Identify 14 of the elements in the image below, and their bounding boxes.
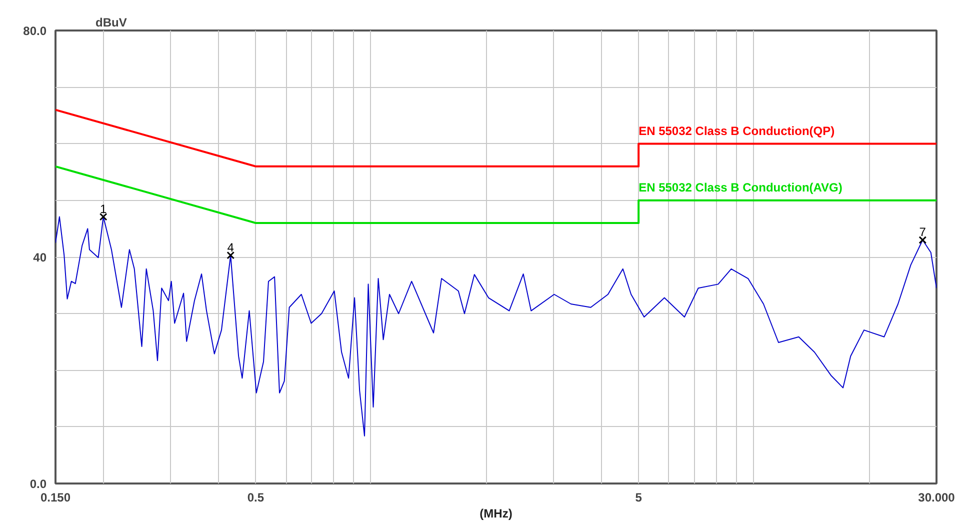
annotation: 1 (100, 202, 107, 216)
series-label: EN 55032 Class B Conduction(AVG) (638, 180, 842, 194)
y-tick-label: 0.0 (30, 477, 47, 491)
series-label: EN 55032 Class B Conduction(QP) (638, 124, 835, 138)
x-tick-label: 0.5 (247, 490, 264, 504)
annotation: 4 (227, 240, 234, 254)
x-axis-title: (MHz) (480, 506, 512, 520)
annotation: 7 (919, 225, 926, 240)
x-tick-label: 5 (635, 490, 642, 504)
y-axis-title: dBuV (96, 16, 127, 30)
x-tick-label: 0.150 (40, 490, 71, 504)
y-tick-label: 40 (33, 250, 47, 264)
x-tick-label: 30.000 (918, 490, 956, 504)
y-tick-label: 80.0 (23, 24, 47, 38)
